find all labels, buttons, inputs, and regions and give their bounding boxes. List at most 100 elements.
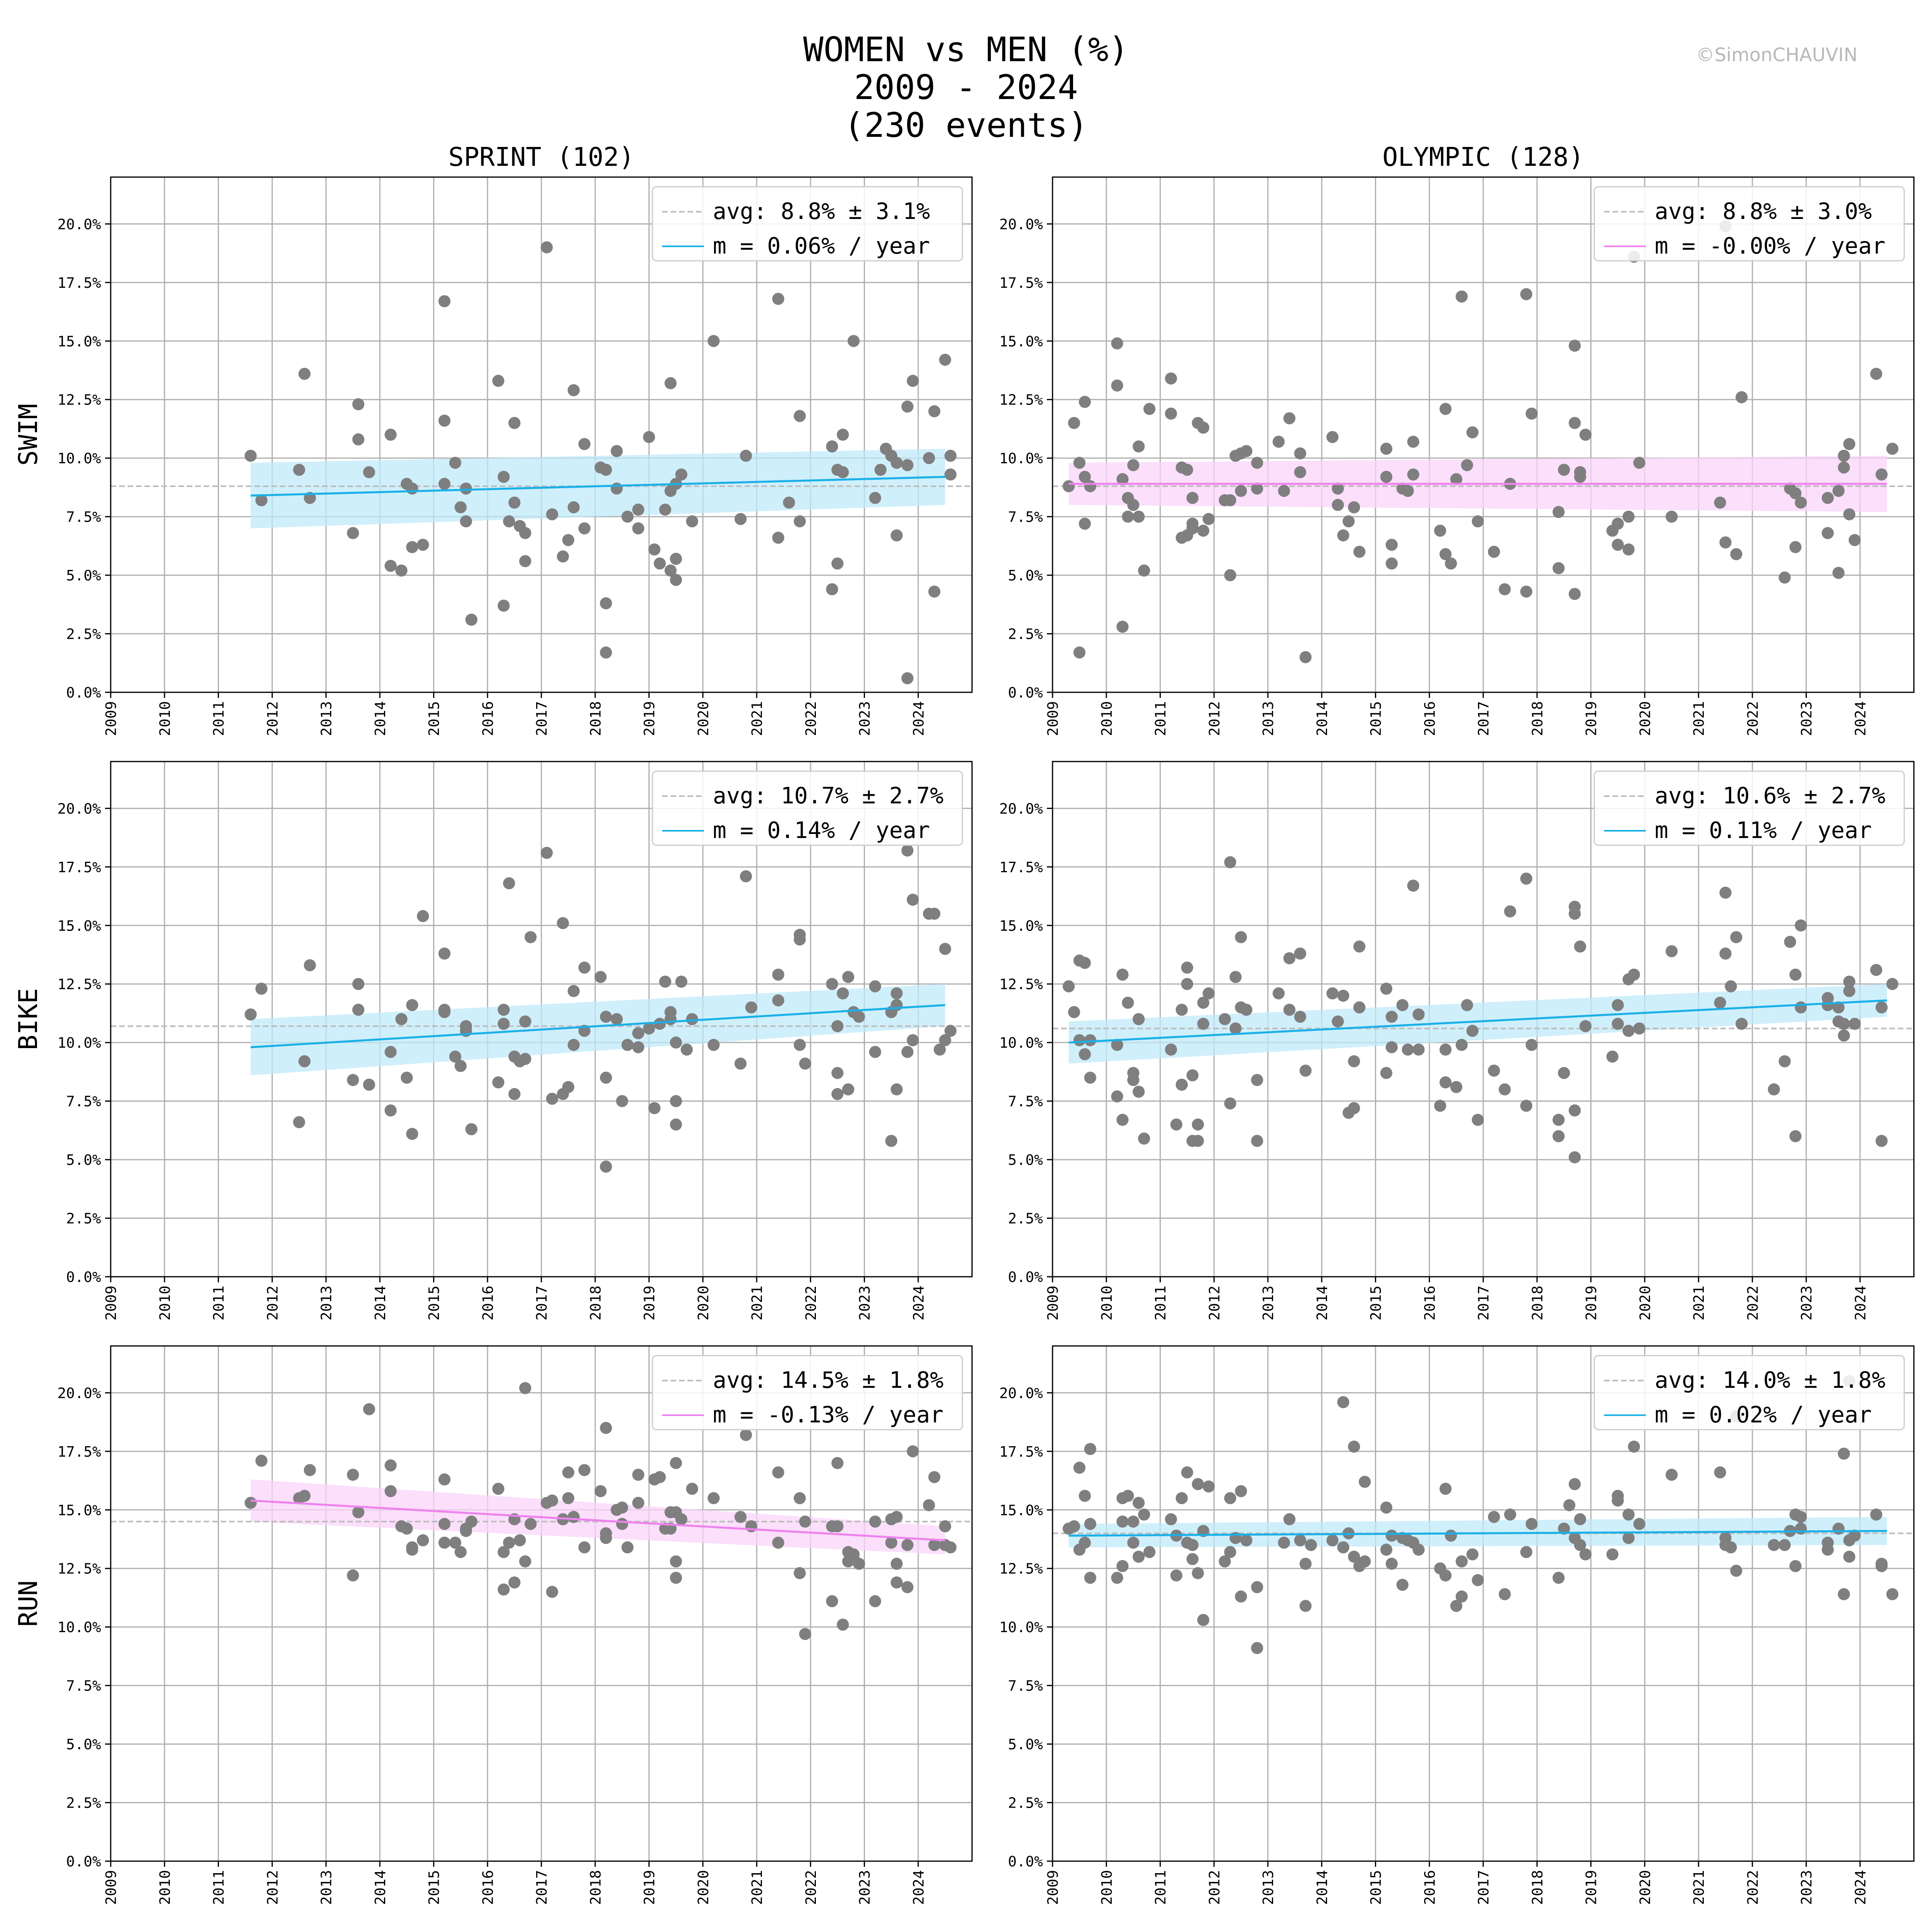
y-tick-label: 20.0% bbox=[58, 1385, 101, 1402]
data-point bbox=[497, 1583, 510, 1596]
data-point bbox=[1385, 1041, 1398, 1053]
data-point bbox=[1832, 1001, 1845, 1013]
data-point bbox=[1843, 975, 1856, 988]
data-point bbox=[1299, 1600, 1312, 1612]
x-tick-label: 2023 bbox=[1799, 1870, 1815, 1905]
data-point bbox=[611, 1013, 623, 1025]
legend-avg-label: avg: 10.7% ± 2.7% bbox=[713, 783, 943, 809]
data-point bbox=[1832, 485, 1845, 497]
y-tick-label: 7.5% bbox=[1008, 1678, 1043, 1695]
data-point bbox=[1224, 1492, 1236, 1505]
data-point bbox=[1127, 459, 1139, 471]
data-point bbox=[1822, 527, 1834, 539]
data-point bbox=[1202, 1480, 1215, 1493]
data-point bbox=[837, 1618, 849, 1631]
data-point bbox=[665, 377, 677, 389]
data-point bbox=[352, 978, 365, 990]
legend-avg-label: avg: 10.6% ± 2.7% bbox=[1655, 783, 1885, 809]
data-point bbox=[1579, 429, 1592, 441]
data-point bbox=[1838, 461, 1850, 474]
data-point bbox=[1133, 510, 1145, 523]
data-point bbox=[1358, 1476, 1371, 1488]
data-point bbox=[906, 1034, 919, 1046]
data-point bbox=[1111, 1039, 1123, 1051]
data-point bbox=[659, 504, 671, 516]
data-point bbox=[406, 541, 418, 553]
data-point bbox=[772, 1536, 784, 1549]
data-point bbox=[670, 1555, 682, 1568]
x-tick-label: 2022 bbox=[803, 1870, 819, 1905]
data-point bbox=[1407, 879, 1420, 892]
data-point bbox=[1294, 447, 1307, 460]
y-tick-label: 10.0% bbox=[58, 1619, 101, 1636]
trend-line bbox=[250, 476, 945, 497]
data-point bbox=[1235, 1590, 1247, 1603]
data-point bbox=[632, 1027, 644, 1039]
data-point bbox=[740, 1429, 752, 1441]
data-point bbox=[1348, 501, 1360, 514]
data-point bbox=[1380, 442, 1393, 455]
data-point bbox=[1294, 1011, 1307, 1023]
data-point bbox=[1170, 1118, 1183, 1131]
data-point bbox=[1612, 1490, 1624, 1502]
data-point bbox=[454, 1060, 467, 1072]
data-point bbox=[1832, 567, 1845, 579]
data-point bbox=[1838, 1447, 1850, 1460]
x-tick-label: 2013 bbox=[1260, 1286, 1277, 1321]
data-point bbox=[1439, 403, 1452, 415]
data-point bbox=[1795, 919, 1807, 932]
data-point bbox=[1342, 515, 1355, 528]
data-point bbox=[890, 1576, 903, 1589]
data-point bbox=[1520, 872, 1532, 885]
legend: avg: 10.7% ± 2.7% m = 0.14% / year bbox=[652, 770, 963, 846]
x-tick-label: 2011 bbox=[1153, 1870, 1169, 1905]
data-point bbox=[1133, 1550, 1145, 1563]
data-point bbox=[562, 534, 574, 546]
data-point bbox=[708, 1492, 720, 1505]
data-point bbox=[1348, 1102, 1360, 1115]
data-point bbox=[1235, 931, 1247, 943]
x-tick-label: 2013 bbox=[318, 1286, 335, 1321]
x-tick-label: 2018 bbox=[1530, 1286, 1546, 1321]
data-point bbox=[1331, 482, 1344, 495]
data-point bbox=[869, 1046, 881, 1058]
x-tick-label: 2019 bbox=[1583, 1286, 1600, 1321]
data-point bbox=[492, 1076, 504, 1089]
data-point bbox=[460, 1020, 472, 1032]
legend-box bbox=[1593, 186, 1905, 262]
data-point bbox=[1079, 1048, 1091, 1061]
data-point bbox=[568, 1511, 580, 1523]
x-tick-label: 2009 bbox=[1045, 701, 1061, 736]
data-point bbox=[794, 1039, 806, 1051]
y-tick-label: 2.5% bbox=[1008, 626, 1043, 643]
x-tick-label: 2016 bbox=[1422, 701, 1438, 736]
x-tick-label: 2016 bbox=[1422, 1870, 1438, 1905]
data-point bbox=[1714, 1466, 1726, 1479]
x-tick-label: 2009 bbox=[103, 701, 120, 736]
data-point bbox=[1224, 1546, 1236, 1558]
data-point bbox=[1084, 1034, 1096, 1046]
x-tick-label: 2023 bbox=[1799, 1286, 1815, 1321]
data-point bbox=[1606, 1051, 1618, 1063]
data-point bbox=[438, 295, 451, 308]
data-point bbox=[1622, 510, 1635, 523]
data-point bbox=[1326, 1534, 1339, 1546]
data-point bbox=[384, 1104, 397, 1117]
data-point bbox=[1337, 529, 1350, 542]
axes-frame bbox=[1052, 176, 1915, 693]
data-point bbox=[708, 1039, 720, 1051]
data-point bbox=[1219, 1013, 1231, 1025]
data-point bbox=[503, 877, 515, 890]
data-point bbox=[1079, 957, 1091, 969]
data-point bbox=[1455, 290, 1468, 303]
data-point bbox=[648, 543, 661, 556]
data-point bbox=[384, 1459, 397, 1472]
y-tick-label: 0.0% bbox=[1008, 1269, 1043, 1286]
data-point bbox=[1719, 536, 1732, 549]
x-tick-label: 2019 bbox=[642, 1870, 658, 1905]
x-tick-label: 2022 bbox=[803, 1286, 819, 1321]
x-tick-label: 2012 bbox=[264, 1286, 281, 1321]
data-point bbox=[1133, 440, 1145, 453]
data-point bbox=[874, 464, 887, 476]
data-point bbox=[1380, 1067, 1393, 1079]
